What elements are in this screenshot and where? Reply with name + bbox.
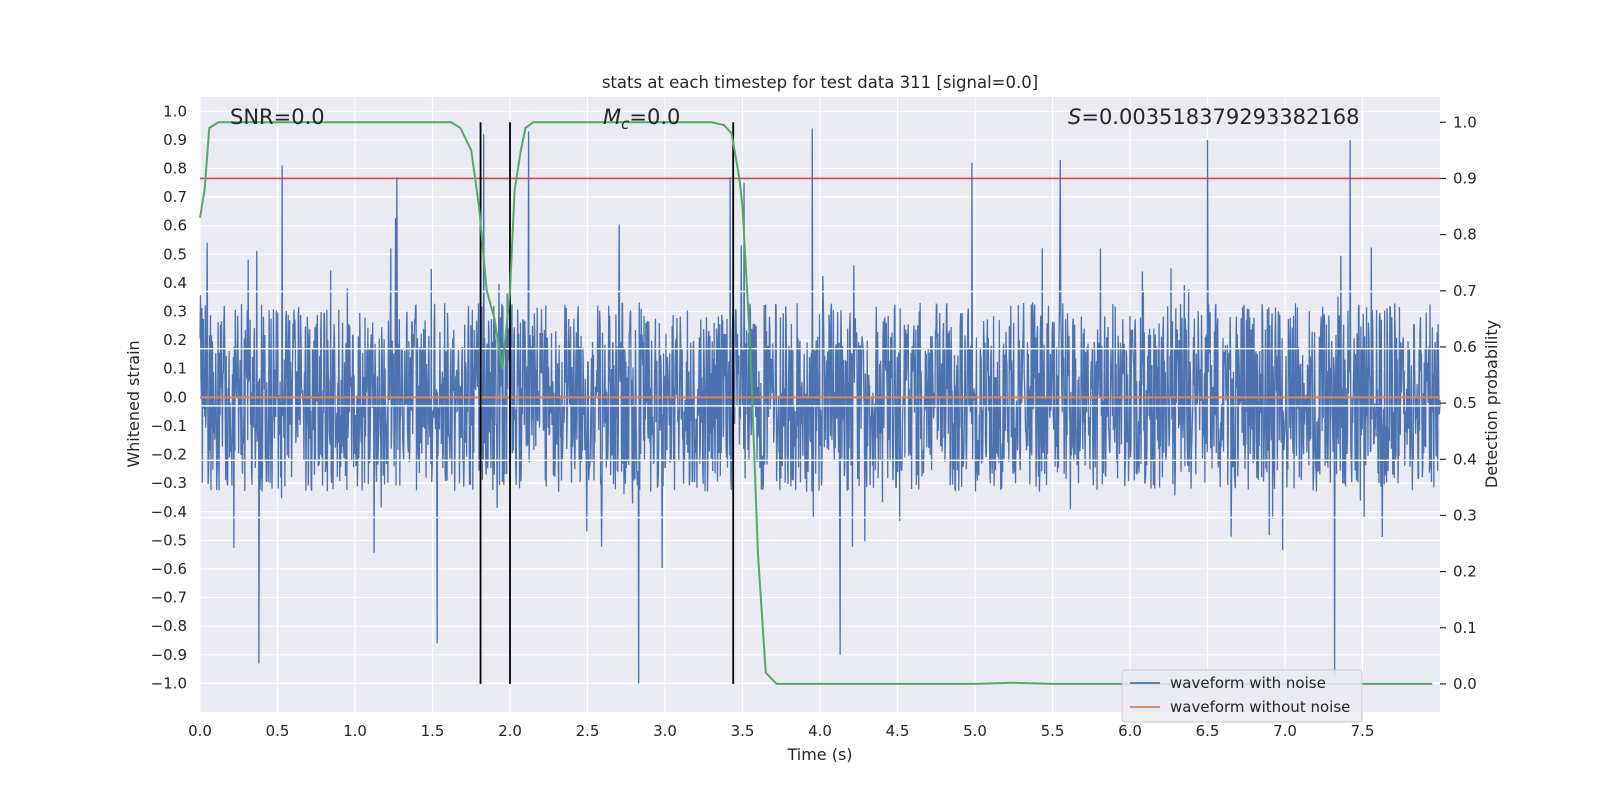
y-left-tick-label: −0.3 [151, 474, 187, 492]
y-right-tick-label: 0.8 [1453, 226, 1477, 244]
chirp-mass-subscript: c [621, 115, 630, 133]
y-axis-left-label: Whitened strain [124, 340, 143, 467]
y-right-tick-label: 0.0 [1453, 675, 1477, 693]
chirp-mass-value: =0.0 [629, 105, 680, 129]
y-left-tick-label: 0.2 [163, 331, 187, 349]
y-right-tick-label: 0.9 [1453, 169, 1477, 187]
waveform-with-noise-series [199, 128, 1441, 684]
y-left-tick-label: −0.4 [151, 503, 187, 521]
y-left-tick-label: 0.5 [163, 245, 187, 263]
y-right-tick-label: 0.3 [1453, 506, 1477, 524]
tick-labels: 0.0 0.5 1.0 1.5 2.0 2.5 3.0 3.5 4.0 4.5 5.0 5.5 6.0 6… [151, 102, 1477, 740]
chirp-mass-symbol: M [603, 105, 621, 129]
x-tick-label: 6.0 [1118, 722, 1142, 740]
y-left-tick-label: 0.7 [163, 188, 187, 206]
y-left-tick-label: 0.3 [163, 303, 187, 321]
x-tick-label: 3.0 [653, 722, 677, 740]
y-left-tick-label: −0.2 [151, 446, 187, 464]
chirp-mass-annotation: Mc=0.0 [603, 105, 680, 133]
y-left-tick-label: 0.6 [163, 217, 187, 235]
y-left-tick-label: 0.8 [163, 160, 187, 178]
y-right-tick-label: 0.4 [1453, 450, 1477, 468]
y-left-tick-label: −0.7 [151, 589, 187, 607]
legend-box [1121, 669, 1363, 723]
waveform-with-noise-line [199, 128, 1441, 684]
x-axis-label: Time (s) [786, 745, 852, 764]
legend-label-without-noise: waveform without noise [1170, 698, 1350, 716]
score-annotation: S=0.003518379293382168 [1068, 105, 1359, 129]
y-left-tick-label: −0.6 [151, 560, 187, 578]
x-tick-label: 1.0 [343, 722, 367, 740]
y-left-tick-label: 1.0 [163, 102, 187, 120]
y-left-tick-label: −0.1 [151, 417, 187, 435]
x-tick-label: 3.5 [731, 722, 755, 740]
y-left-tick-label: −0.8 [151, 617, 187, 635]
x-tick-label: 2.5 [576, 722, 600, 740]
x-tick-label: 2.0 [498, 722, 522, 740]
x-tick-label: 7.5 [1351, 722, 1375, 740]
y-right-tick-label: 0.6 [1453, 338, 1477, 356]
detection-probability-line [199, 121, 1433, 685]
y-left-tick-label: −1.0 [151, 674, 187, 692]
score-symbol: S [1068, 105, 1081, 129]
y-left-tick-label: 0.4 [163, 274, 187, 292]
x-tick-label: 5.0 [963, 722, 987, 740]
x-tick-label: 4.0 [808, 722, 832, 740]
score-value: =0.003518379293382168 [1081, 105, 1359, 129]
x-tick-label: 0.0 [188, 722, 212, 740]
x-tick-label: 5.5 [1041, 722, 1065, 740]
x-tick-label: 6.5 [1196, 722, 1220, 740]
y-left-tick-label: −0.9 [151, 646, 187, 664]
legend: waveform with noise waveform without noi… [1121, 669, 1363, 723]
y-right-tick-label: 1.0 [1453, 113, 1477, 131]
x-tick-label: 1.5 [421, 722, 445, 740]
x-tick-label: 7.0 [1273, 722, 1297, 740]
y-left-tick-label: 0.1 [163, 360, 187, 378]
y-right-tick-label: 0.2 [1453, 563, 1477, 581]
y-right-tick-label: 0.7 [1453, 282, 1477, 300]
y-left-tick-label: −0.5 [151, 531, 187, 549]
overlay-lines [199, 121, 1440, 685]
x-tick-label: 0.5 [266, 722, 290, 740]
x-tick-label: 4.5 [886, 722, 910, 740]
y-left-tick-label: 0.9 [163, 131, 187, 149]
y-right-tick-label: 0.1 [1453, 619, 1477, 637]
chart-title: stats at each timestep for test data 311… [602, 73, 1038, 92]
y-axis-right-label: Detection probability [1482, 320, 1501, 488]
y-left-tick-label: 0.0 [163, 388, 187, 406]
snr-annotation: SNR=0.0 [230, 105, 325, 129]
y-right-tick-label: 0.5 [1453, 394, 1477, 412]
legend-label-with-noise: waveform with noise [1170, 674, 1326, 692]
